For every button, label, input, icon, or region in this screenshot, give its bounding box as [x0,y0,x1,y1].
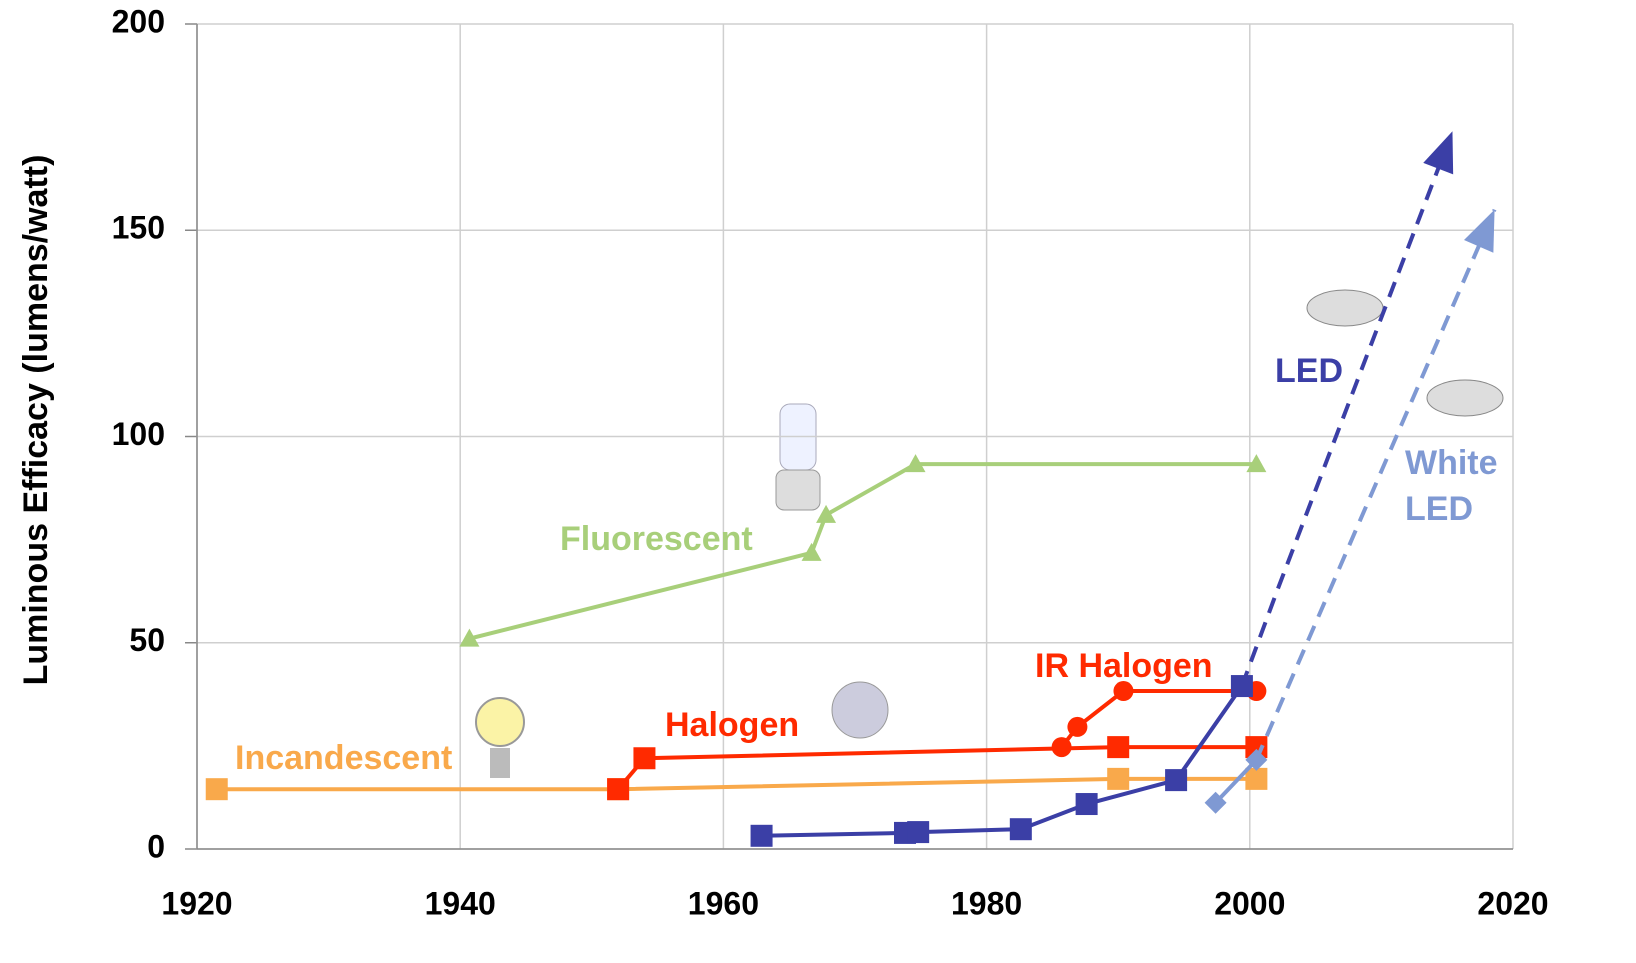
arrow-head [1464,210,1495,253]
series-label: IR Halogen [1035,647,1213,685]
page: Luminous Efficacy (lumens/watt) 0 50 100 15… [0,0,1636,963]
white-led-label: White LED [1405,440,1525,532]
white-led-icon [1427,380,1503,416]
marker [607,778,629,800]
marker [1067,717,1087,737]
projection-line [1242,131,1453,686]
x-tick-label: 1940 [425,885,496,921]
series-label: Fluorescent [560,520,753,558]
x-tick-label: 1960 [688,885,759,921]
marker [1010,818,1032,840]
marker [1052,737,1072,757]
marker [1076,793,1098,815]
marker [1245,768,1267,790]
series-label: Incandescent [235,739,452,777]
marker [907,821,929,843]
series-line [1062,691,1257,747]
series: LED [751,131,1454,847]
marker [1165,769,1187,791]
marker [802,543,822,561]
x-tick-label: 2020 [1477,885,1548,921]
marker [1107,768,1129,790]
bulb-icon [476,698,524,746]
x-tick-label: 2000 [1214,885,1285,921]
series-label: LED [1275,352,1343,390]
y-axis-title: Luminous Efficacy (lumens/watt) [17,155,55,686]
marker [633,747,655,769]
marker [816,505,836,523]
y-tick-label: 150 [112,210,165,246]
y-tick-label: 100 [112,416,165,452]
marker [1107,736,1129,758]
x-tick-label: 1920 [161,885,232,921]
marker [206,778,228,800]
series: Fluorescent [459,454,1266,646]
y-tick-label: 0 [147,828,165,864]
chart: Luminous Efficacy (lumens/watt) 0 50 100 15… [0,0,1636,963]
arrow-head [1423,131,1453,174]
halogen-icon [832,682,888,738]
y-tick-label: 50 [129,622,165,658]
bulb-base [490,748,510,778]
cfl-base [776,470,820,510]
x-tick-label: 1980 [951,885,1022,921]
led-icon [1307,290,1383,326]
marker [751,825,773,847]
y-tick-label: 200 [112,3,165,39]
series-line [217,779,1257,789]
marker [1231,675,1253,697]
series-label: Halogen [665,706,799,744]
